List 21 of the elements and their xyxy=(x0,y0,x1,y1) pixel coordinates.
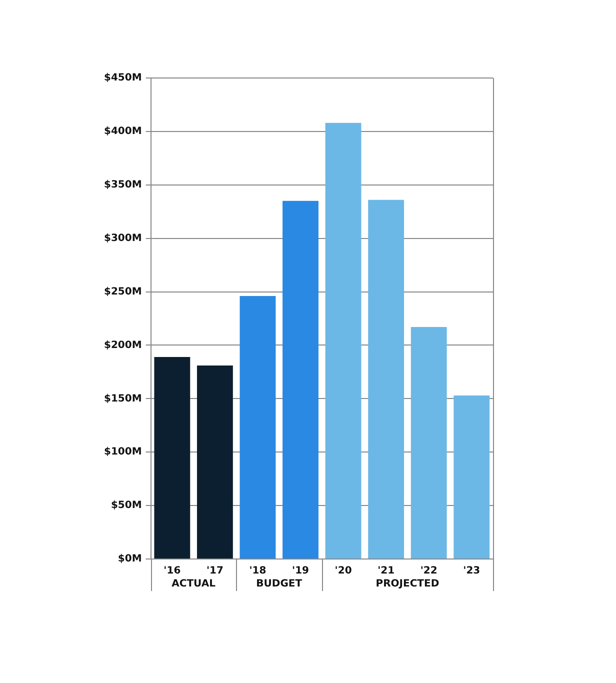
y-tick-label: $400M xyxy=(104,126,142,138)
x-tick-label: '17 xyxy=(206,566,224,577)
x-tick-label: '23 xyxy=(463,566,480,577)
x-tick-label: '18 xyxy=(249,566,266,577)
y-tick-label: $300M xyxy=(104,232,142,244)
text: PROJECTED xyxy=(376,578,440,590)
y-tick-label: $0M xyxy=(118,554,142,565)
x-tick-label: '22 xyxy=(420,566,438,577)
text: ACTUAL xyxy=(172,578,216,590)
x-tick-label: '16 xyxy=(164,566,181,577)
y-tick-label: $350M xyxy=(104,179,142,190)
y-tick-label: $50M xyxy=(110,500,142,512)
x-tick-label: '21 xyxy=(378,566,395,577)
x-tick-label: '20 xyxy=(334,566,352,577)
y-tick-label: $200M xyxy=(104,340,142,351)
x-tick-label: '19 xyxy=(292,566,310,577)
y-tick-label: $100M xyxy=(104,446,142,458)
y-tick-label: $150M xyxy=(104,393,142,404)
y-tick-label: $450M xyxy=(104,72,142,84)
text: BUDGET xyxy=(256,578,302,590)
y-tick-label: $250M xyxy=(104,286,142,298)
